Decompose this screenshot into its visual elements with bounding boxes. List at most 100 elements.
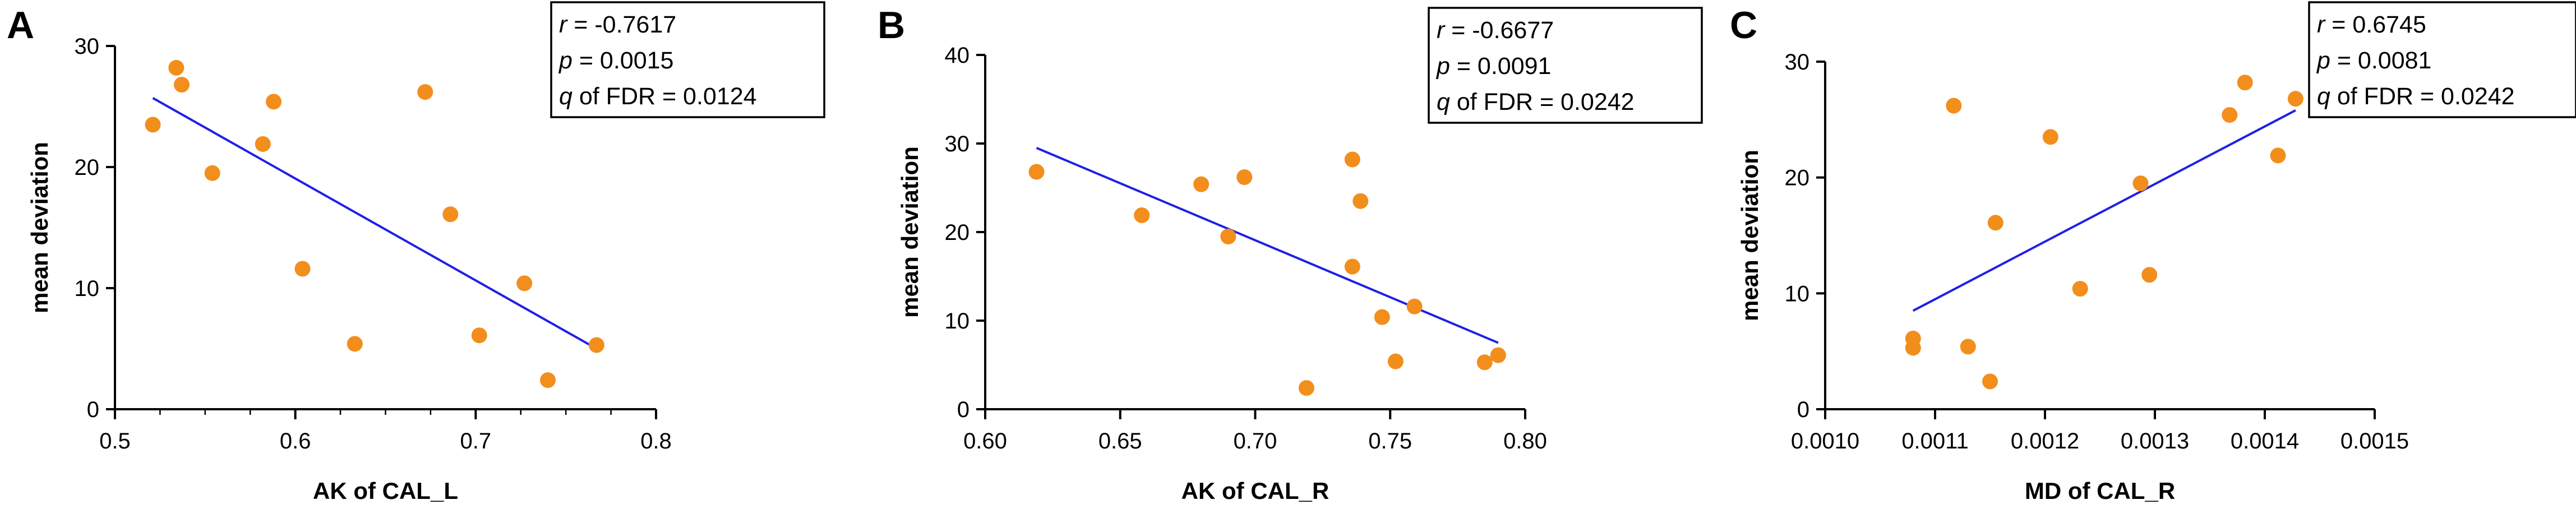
y-tick-label: 30 bbox=[75, 34, 100, 59]
y-axis-title: mean deviation bbox=[897, 146, 923, 318]
stat-p: p = 0.0015 bbox=[558, 47, 673, 74]
data-point bbox=[1387, 353, 1404, 369]
stat-q-symbol: q bbox=[1437, 89, 1450, 115]
x-tick-label: 0.80 bbox=[1503, 429, 1547, 454]
x-tick-label: 0.0013 bbox=[2121, 429, 2189, 454]
y-axis-title: mean deviation bbox=[26, 142, 53, 313]
stat-q: q of FDR = 0.0124 bbox=[559, 83, 757, 110]
y-tick-label: 10 bbox=[75, 276, 100, 301]
data-point bbox=[2072, 281, 2088, 297]
regression-line bbox=[152, 97, 597, 350]
x-tick-label: 0.0011 bbox=[1901, 429, 1968, 454]
data-point bbox=[2270, 147, 2286, 164]
data-point bbox=[1193, 176, 1209, 192]
data-point bbox=[294, 261, 311, 277]
data-point bbox=[2132, 175, 2149, 191]
stat-p-symbol: p bbox=[558, 47, 573, 74]
data-point bbox=[1236, 169, 1253, 186]
data-point bbox=[1344, 258, 1360, 275]
stats-box-frame bbox=[550, 1, 825, 118]
data-point bbox=[347, 336, 363, 352]
stat-p-symbol: p bbox=[1435, 53, 1450, 80]
data-point bbox=[1028, 164, 1045, 180]
y-tick-label: 20 bbox=[75, 155, 100, 180]
y-tick-label: 20 bbox=[945, 220, 970, 245]
stats-box: r = 0.6745 p = 0.0081 q of FDR = 0.0242 bbox=[2308, 1, 2576, 118]
data-point bbox=[204, 165, 220, 181]
stat-r-value: = 0.6745 bbox=[2325, 11, 2426, 38]
data-point bbox=[174, 77, 190, 93]
stat-p: p = 0.0081 bbox=[2316, 47, 2431, 74]
data-point bbox=[2141, 267, 2158, 283]
panel-letter: C bbox=[1730, 4, 1757, 47]
stat-r: r = -0.7617 bbox=[559, 11, 676, 38]
stat-r: r = 0.6745 bbox=[2317, 11, 2426, 38]
x-tick-label: 0.65 bbox=[1098, 429, 1142, 454]
data-point bbox=[1352, 193, 1369, 209]
stat-p-symbol: p bbox=[2316, 47, 2330, 74]
x-axis-title: MD of CAL_R bbox=[2025, 478, 2175, 504]
data-point bbox=[2237, 75, 2253, 91]
x-tick-label: 0.7 bbox=[460, 429, 492, 454]
x-tick-label: 0.0010 bbox=[1791, 429, 1859, 454]
data-point bbox=[1490, 347, 1506, 363]
regression-line bbox=[1912, 109, 2296, 312]
y-tick-label: 20 bbox=[1785, 166, 1810, 191]
data-point bbox=[1134, 207, 1150, 223]
stat-q-value: of FDR = 0.0242 bbox=[1450, 89, 1635, 115]
data-point bbox=[516, 275, 533, 291]
data-point bbox=[2287, 91, 2303, 107]
stat-q-value: of FDR = 0.0124 bbox=[573, 83, 757, 110]
data-point bbox=[1905, 330, 1921, 346]
data-point bbox=[540, 372, 556, 388]
data-point bbox=[2222, 107, 2238, 123]
y-tick-label: 30 bbox=[1785, 50, 1810, 75]
x-tick-label: 0.0012 bbox=[2011, 429, 2079, 454]
data-point bbox=[255, 136, 271, 152]
data-point bbox=[1298, 380, 1314, 396]
data-point bbox=[442, 206, 459, 223]
data-point bbox=[168, 59, 184, 76]
y-tick-label: 40 bbox=[945, 43, 970, 68]
stats-box-frame bbox=[1428, 7, 1703, 124]
data-point bbox=[1374, 309, 1390, 325]
panel-c: C 0 10 20 30 0.0010 0.0011 0.0012 0.0013 0.0014 0.… bbox=[1730, 1, 2576, 504]
x-tick-label: 0.8 bbox=[640, 429, 672, 454]
stat-p-value: = 0.0091 bbox=[1450, 53, 1552, 80]
stat-r-symbol: r bbox=[559, 11, 568, 38]
y-tick-label: 0 bbox=[1797, 397, 1809, 422]
data-point bbox=[1960, 339, 1976, 355]
y-tick-label: 0 bbox=[87, 397, 99, 422]
x-tick-label: 0.70 bbox=[1234, 429, 1277, 454]
x-tick-label: 0.5 bbox=[99, 429, 131, 454]
stat-r-value: = -0.6677 bbox=[1444, 17, 1554, 44]
data-point bbox=[266, 94, 282, 110]
data-point bbox=[417, 84, 433, 100]
data-point bbox=[2042, 129, 2058, 145]
x-tick-label: 0.0014 bbox=[2231, 429, 2299, 454]
data-point bbox=[588, 337, 604, 353]
panel-b: B 0 10 20 30 40 0.60 0.65 0.70 0.75 0.80 AK of CAL_… bbox=[878, 4, 1703, 504]
stat-r-symbol: r bbox=[1437, 17, 1446, 44]
x-tick-label: 0.0015 bbox=[2340, 429, 2409, 454]
data-point bbox=[1982, 373, 1998, 390]
y-tick-label: 10 bbox=[945, 309, 970, 334]
stat-q-symbol: q bbox=[2317, 83, 2330, 110]
data-point bbox=[1946, 98, 1962, 114]
y-tick-label: 30 bbox=[945, 132, 970, 156]
x-tick-label: 0.75 bbox=[1368, 429, 1412, 454]
data-point bbox=[1344, 151, 1360, 168]
stat-p: p = 0.0091 bbox=[1435, 53, 1551, 80]
x-axis-title: AK of CAL_L bbox=[313, 478, 458, 504]
stat-r-value: = -0.7617 bbox=[567, 11, 676, 38]
panel-a: A 0 10 20 30 0.5 0.6 0.7 0.8 AK of CAL_L mean devi… bbox=[7, 1, 825, 504]
data-point bbox=[1987, 215, 2003, 231]
regression-line bbox=[1036, 147, 1499, 344]
stat-p-value: = 0.0015 bbox=[573, 47, 674, 74]
y-tick-label: 10 bbox=[1785, 281, 1810, 306]
stat-q: q of FDR = 0.0242 bbox=[2317, 83, 2515, 110]
data-point bbox=[1220, 228, 1236, 244]
stat-r-symbol: r bbox=[2317, 11, 2326, 38]
stat-q-value: of FDR = 0.0242 bbox=[2330, 83, 2515, 110]
